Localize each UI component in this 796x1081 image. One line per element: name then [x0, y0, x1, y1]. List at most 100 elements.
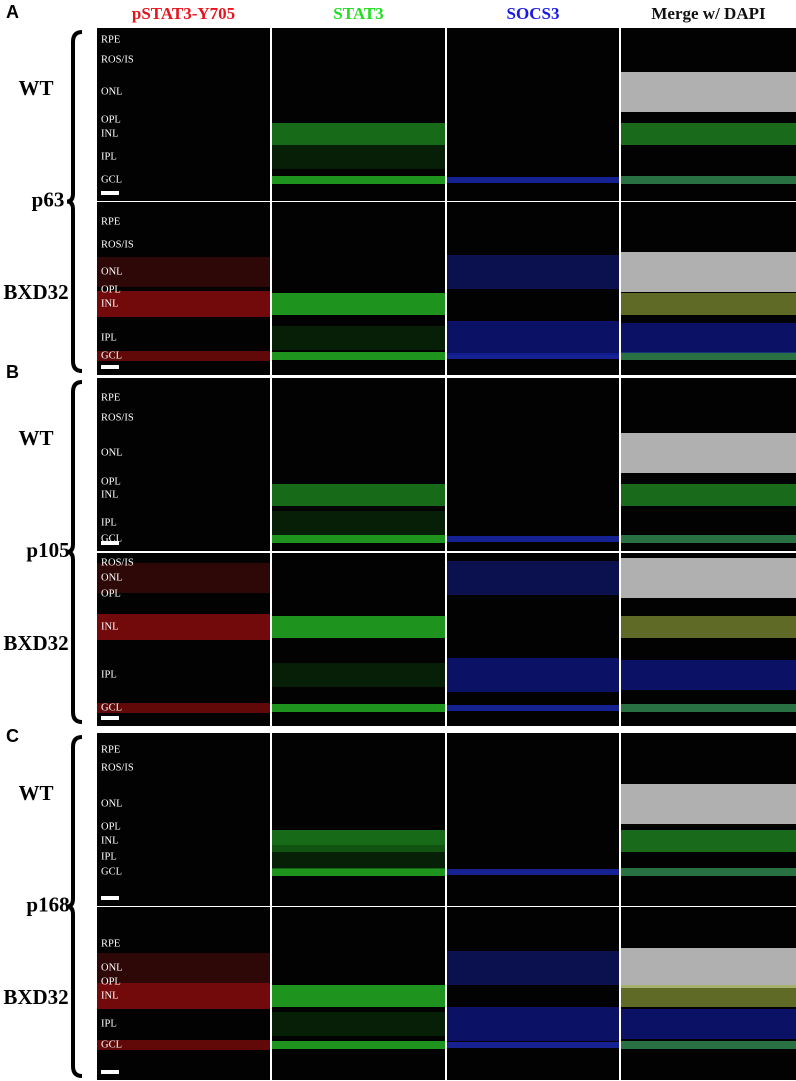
micrograph: [97, 733, 270, 906]
layer-label: IPL: [101, 669, 117, 680]
layer-label: INL: [101, 835, 119, 846]
layer-label: GCL: [101, 866, 122, 877]
tissue-band: [621, 72, 796, 112]
layer-label: GCL: [101, 1039, 122, 1050]
tissue-band: [621, 1009, 796, 1039]
tissue-band: [621, 868, 796, 876]
layer-label: ROS/IS: [101, 239, 134, 250]
layer-label: ROS/IS: [101, 412, 134, 423]
tissue-band: [621, 252, 796, 292]
tissue-band: [272, 145, 445, 169]
genotype-label: WT: [18, 781, 53, 805]
layer-label: ONL: [101, 86, 123, 97]
layer-label: OPL: [101, 976, 121, 987]
tissue-band: [97, 614, 270, 640]
layer-label: ONL: [101, 572, 123, 583]
tissue-band: [447, 951, 619, 985]
scale-bar: [101, 365, 119, 369]
layer-label: RPE: [101, 392, 120, 403]
scale-bar: [101, 1070, 119, 1074]
layer-label: OPL: [101, 821, 121, 832]
layer-label: INL: [101, 621, 119, 632]
layer-label: ROS/IS: [101, 54, 134, 65]
tissue-band: [272, 868, 445, 876]
tissue-band: [621, 176, 796, 184]
micrograph: [447, 733, 619, 906]
micrograph: [272, 733, 445, 906]
tissue-band: [272, 1041, 445, 1049]
tissue-band: [97, 257, 270, 287]
micrograph: [97, 28, 270, 201]
micrograph: [621, 28, 796, 201]
micrograph: [97, 378, 270, 551]
tissue-band: [621, 830, 796, 852]
tissue-band: [272, 845, 445, 869]
tissue-band: [272, 704, 445, 712]
age-label: p168: [26, 892, 69, 916]
layer-label: OPL: [101, 476, 121, 487]
micrograph: [272, 553, 445, 726]
tissue-band: [97, 291, 270, 317]
tissue-band: [272, 352, 445, 360]
tissue-band: [621, 323, 796, 353]
layer-label: ONL: [101, 798, 123, 809]
age-label: p63: [32, 187, 65, 211]
tissue-band: [621, 558, 796, 598]
tissue-band: [621, 1041, 796, 1049]
layer-label: ROS/IS: [101, 557, 134, 568]
tissue-band: [272, 1012, 445, 1036]
tissue-band: [272, 511, 445, 535]
layer-label: INL: [101, 990, 119, 1001]
layer-label: RPE: [101, 744, 120, 755]
tissue-band: [447, 1042, 619, 1048]
tissue-band: [621, 293, 796, 315]
tissue-band: [447, 561, 619, 595]
tissue-band: [97, 703, 270, 713]
layer-label: IPL: [101, 1018, 117, 1029]
genotype-label: BXD32: [3, 631, 68, 655]
panel-letter: C: [6, 726, 19, 746]
layer-label: GCL: [101, 533, 122, 544]
tissue-band: [447, 255, 619, 289]
tissue-band: [621, 660, 796, 690]
tissue-band: [272, 616, 445, 638]
layer-label: GCL: [101, 174, 122, 185]
tissue-band: [447, 705, 619, 711]
tissue-band: [97, 563, 270, 593]
column-header: STAT3: [333, 4, 383, 23]
layer-label: OPL: [101, 114, 121, 125]
bracket: [66, 30, 83, 373]
layer-label: INL: [101, 298, 119, 309]
genotype-label: WT: [18, 76, 53, 100]
bracket: [66, 380, 83, 724]
scale-bar: [101, 716, 119, 720]
tissue-band: [97, 953, 270, 983]
tissue-band: [97, 983, 270, 1009]
tissue-band: [447, 1007, 619, 1041]
micrograph: [447, 378, 619, 551]
layer-label: RPE: [101, 938, 120, 949]
tissue-band: [97, 1040, 270, 1050]
layer-label: IPL: [101, 517, 117, 528]
tissue-band: [447, 658, 619, 692]
layer-label: OPL: [101, 284, 121, 295]
tissue-band: [272, 293, 445, 315]
scale-bar: [101, 541, 119, 545]
tissue-band: [447, 321, 619, 355]
panel-letter: B: [6, 362, 19, 382]
tissue-band: [621, 616, 796, 638]
layer-label: IPL: [101, 332, 117, 343]
layer-label: ONL: [101, 266, 123, 277]
layer-label: INL: [101, 489, 119, 500]
layer-label: INL: [101, 128, 119, 139]
genotype-label: WT: [18, 426, 53, 450]
micrograph: [97, 202, 270, 375]
age-label: p105: [26, 538, 69, 562]
tissue-band: [272, 176, 445, 184]
genotype-label: BXD32: [3, 985, 68, 1009]
tissue-band: [447, 353, 619, 359]
tissue-band: [447, 177, 619, 183]
tissue-band: [621, 484, 796, 506]
scale-bar: [101, 896, 119, 900]
